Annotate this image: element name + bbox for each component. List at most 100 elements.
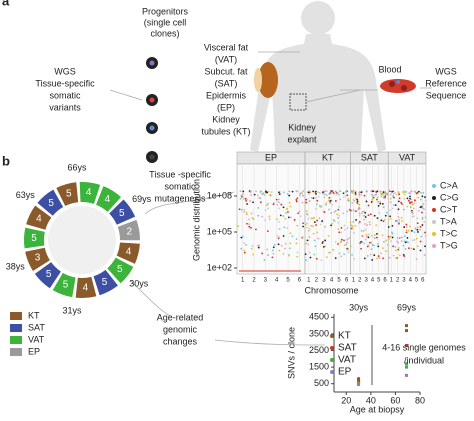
age-changes-text: changes	[163, 336, 198, 346]
mutation-dot	[367, 233, 370, 236]
mutation-dot	[363, 242, 366, 245]
panel-label: b	[2, 153, 10, 168]
mutation-dot	[320, 259, 323, 262]
mutation-dot	[284, 217, 287, 220]
segment-count: 5	[46, 269, 52, 280]
age-label: 63ys	[16, 190, 36, 200]
manhattan-panel-label: SAT	[361, 152, 378, 162]
legend-swatch	[10, 324, 22, 332]
mutation-dot	[373, 214, 376, 217]
mutation-dot	[380, 193, 383, 195]
mutation-dot	[260, 193, 263, 195]
mutation-dot	[248, 218, 251, 221]
mutation-dot	[255, 190, 257, 193]
mutation-dot	[358, 207, 361, 210]
progenitors-text: Progenitors	[142, 6, 189, 16]
mutation-dot	[351, 202, 354, 204]
segment-count: 4	[105, 194, 111, 205]
mutation-dot	[365, 200, 368, 203]
mutation-dot	[348, 199, 350, 202]
mutation-dot	[337, 217, 339, 219]
mutation-dot	[375, 236, 378, 239]
mutation-dot	[282, 215, 285, 217]
mutation-dot	[312, 190, 315, 193]
mutation-dot	[289, 242, 292, 245]
mutation-dot	[360, 212, 363, 215]
mutation-dot	[243, 251, 246, 254]
mutation-dot	[401, 220, 403, 222]
x-tick-label: 1	[307, 278, 311, 284]
mutation-dot	[359, 242, 362, 245]
mutation-dot	[242, 197, 245, 200]
mutation-dot	[296, 224, 299, 227]
x-tick-label: 3	[364, 278, 368, 284]
mutation-dot	[344, 228, 346, 231]
mutation-dot	[396, 240, 398, 243]
mutagenesis-text: Tissue -specific	[149, 169, 211, 179]
mutation-dot	[413, 199, 416, 202]
mutation-dot	[358, 195, 361, 197]
mutation-dot	[286, 193, 289, 195]
mutation-dot	[335, 193, 338, 196]
blood-text: Blood	[378, 64, 401, 74]
mutation-dot	[417, 196, 419, 199]
mutation-dot	[391, 231, 393, 234]
mutation-dot	[317, 191, 319, 194]
mutation-dot	[321, 192, 324, 195]
mutation-dot	[397, 241, 400, 244]
segment-count: 2	[126, 226, 132, 237]
progenitors-text: (single cell	[144, 17, 187, 27]
segment-count: 5	[66, 189, 72, 200]
mutation-dot	[419, 249, 422, 252]
scatter-point	[404, 373, 408, 377]
mutation-dot	[243, 208, 246, 211]
mutation-dot	[315, 224, 318, 226]
mutation-dot	[313, 221, 316, 224]
mutation-dot	[325, 201, 328, 204]
scatter-point	[404, 329, 408, 333]
scatter-legend-label: SAT	[338, 343, 357, 354]
mutation-dot	[371, 198, 374, 201]
mutation-dot	[346, 210, 349, 213]
mutation-dot	[416, 226, 419, 229]
legend-swatch	[10, 312, 22, 320]
mutation-dot	[324, 239, 327, 242]
mutation-dot	[384, 195, 387, 197]
mutation-dot	[332, 191, 335, 194]
mutation-dot	[344, 194, 347, 197]
mutation-dot	[403, 191, 406, 193]
mutation-dot	[309, 256, 312, 259]
mutation-dot	[288, 201, 291, 204]
mutation-dot	[346, 241, 349, 244]
mutation-dot	[257, 194, 259, 197]
y-tick-label: 1e+08	[207, 190, 232, 200]
mutation-dot	[337, 243, 339, 245]
mutation-dot	[410, 201, 413, 204]
ring-segment	[34, 262, 61, 289]
age-changes-text: Age-related	[157, 312, 204, 322]
mutation-dot	[313, 239, 316, 242]
mutation-dot	[364, 211, 367, 214]
mutation-dot	[306, 226, 308, 229]
mutation-dot	[389, 209, 392, 212]
mutation-dot	[413, 239, 416, 241]
mutation-dot	[245, 199, 248, 202]
mutation-dot	[355, 219, 357, 221]
mutation-dot	[266, 204, 268, 206]
mutation-dot	[339, 190, 342, 193]
mutation-dot	[412, 215, 415, 218]
mutation-dot	[250, 226, 252, 229]
segment-count: 5	[63, 280, 69, 291]
mutation-dot	[362, 210, 365, 213]
mutation-dot	[302, 236, 304, 238]
mutation-dot	[296, 251, 299, 254]
x-tick-label: 1	[241, 278, 245, 284]
scatter-legend-label: VAT	[338, 355, 356, 366]
manhattan-panel-label: EP	[265, 152, 277, 162]
x-tick-label: 6	[383, 278, 387, 284]
mutation-dot	[392, 194, 395, 197]
mutation-dot	[389, 235, 392, 238]
mutation-dot	[397, 191, 400, 193]
mutation-dot	[337, 228, 340, 230]
mutation-dot	[263, 259, 266, 261]
